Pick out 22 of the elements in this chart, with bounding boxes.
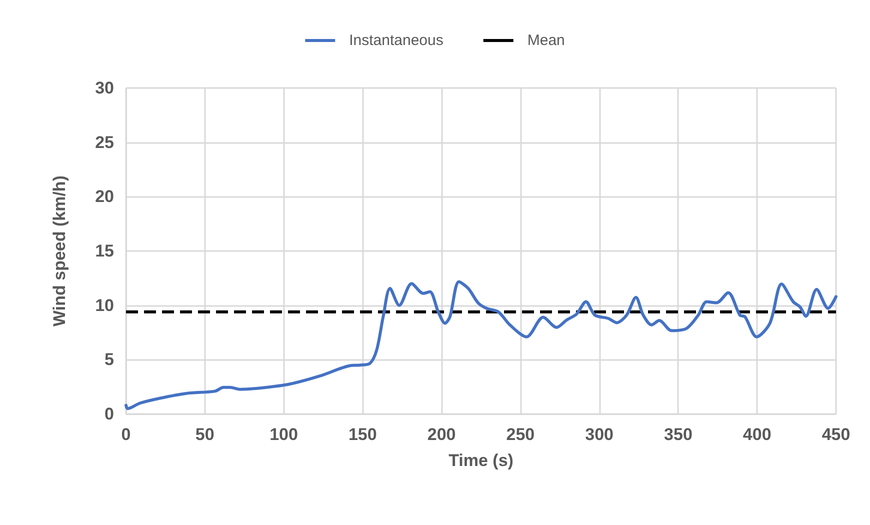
line-series [124, 280, 838, 410]
x-tick-label: 50 [195, 425, 214, 444]
legend-label: Instantaneous [349, 32, 444, 49]
x-tick-label: 400 [742, 425, 772, 444]
y-axis-title: Wind speed (km/h) [50, 176, 69, 326]
y-tick-label: 25 [95, 132, 114, 152]
x-tick-label: 100 [270, 425, 298, 444]
y-tick-label: 10 [95, 296, 114, 315]
y-tick-label: 30 [95, 78, 114, 98]
y-tick-label: 0 [104, 404, 114, 424]
x-tick-label: 450 [822, 425, 850, 444]
x-tick-label: 0 [121, 425, 131, 444]
x-tick-label: 200 [427, 425, 456, 444]
x-tick-label: 300 [585, 425, 614, 444]
x-tick-label: 350 [664, 425, 692, 444]
x-tick-label: 250 [506, 425, 535, 444]
y-tick-label: 5 [104, 350, 114, 370]
y-tick-label: 20 [95, 187, 114, 206]
x-tick-label: 150 [348, 425, 377, 444]
legend-label: Mean [527, 32, 565, 49]
y-tick-label: 15 [95, 242, 114, 260]
x-axis-title: Time (s) [448, 451, 514, 470]
